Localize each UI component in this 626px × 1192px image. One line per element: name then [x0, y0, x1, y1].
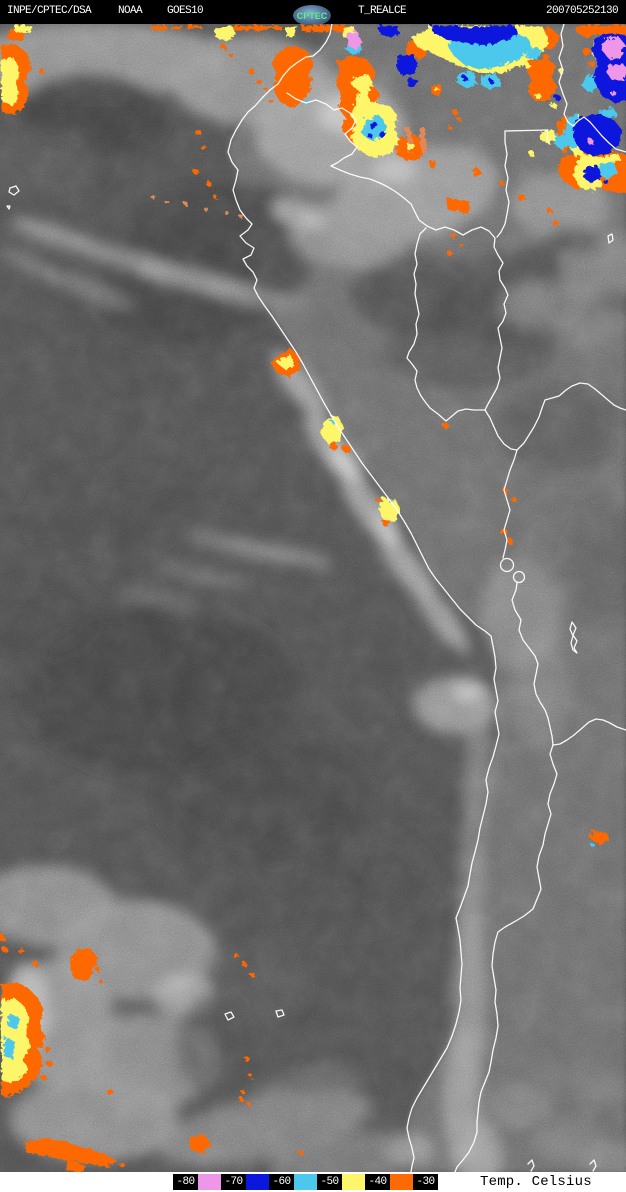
border-bolivia-chile [511, 582, 554, 746]
legend-items: -80 -70 -60 -50 -40 -30 [173, 1174, 438, 1190]
header-bar: INPE/CPTEC/DSA NOAA GOES10 CPTEC T_REALC… [0, 0, 626, 26]
border-leticia-west [496, 130, 510, 238]
island-outline-3 [224, 1011, 235, 1021]
legend-label: -70 [221, 1174, 246, 1190]
island-outline-4 [275, 1009, 285, 1018]
border-lines [6, 23, 626, 1173]
lake-titicaca-south [512, 570, 526, 584]
legend-unit-label: Temp. Celsius [480, 1174, 592, 1190]
texture-noise-coarse [0, 24, 626, 1172]
coastline [227, 23, 500, 1173]
legend-bar: -80 -70 -60 -50 -40 -30 Temp. Celsius [0, 1172, 626, 1192]
lake-titicaca-north [499, 557, 515, 573]
enhancement-overlay [0, 24, 626, 1172]
cptec-logo-text: CPTEC [296, 10, 328, 21]
legend-swatch [198, 1174, 221, 1190]
cptec-logo: CPTEC [293, 5, 331, 26]
legend-label: -50 [317, 1174, 342, 1190]
network-label: NOAA [118, 5, 143, 17]
border-bolivia-argentina [552, 718, 626, 746]
satellite-image [0, 22, 626, 1192]
legend-swatch [294, 1174, 317, 1190]
product-label: T_REALCE [358, 5, 407, 17]
legend-swatch [390, 1174, 413, 1190]
border-colombia-brazil [558, 23, 626, 153]
border-bolivia-brazil [484, 382, 626, 451]
legend-label: -40 [365, 1174, 390, 1190]
salar-outline [569, 621, 578, 654]
border-peru-brazil [406, 227, 486, 422]
border-colombia-peru [330, 165, 509, 411]
island-outline-1 [8, 185, 20, 196]
border-leticia-trapezoid [504, 129, 550, 145]
timestamp-label: 200705252130 [545, 5, 619, 17]
border-ecuador-colombia [286, 92, 358, 167]
satellite-label: GOES10 [167, 5, 204, 17]
legend-label: -30 [413, 1174, 438, 1190]
legend-swatch [246, 1174, 269, 1190]
border-fragment-1 [527, 1159, 535, 1172]
border-fragment-2 [589, 1159, 597, 1172]
legend-swatch [342, 1174, 365, 1190]
border-chile-argentina [454, 744, 558, 1173]
agency-label: INPE/CPTEC/DSA [7, 5, 92, 17]
island-outline-5 [607, 233, 614, 244]
island-outline-2 [6, 205, 11, 210]
border-peru-bolivia [502, 449, 518, 559]
legend-label: -80 [173, 1174, 198, 1190]
legend-label: -60 [269, 1174, 294, 1190]
